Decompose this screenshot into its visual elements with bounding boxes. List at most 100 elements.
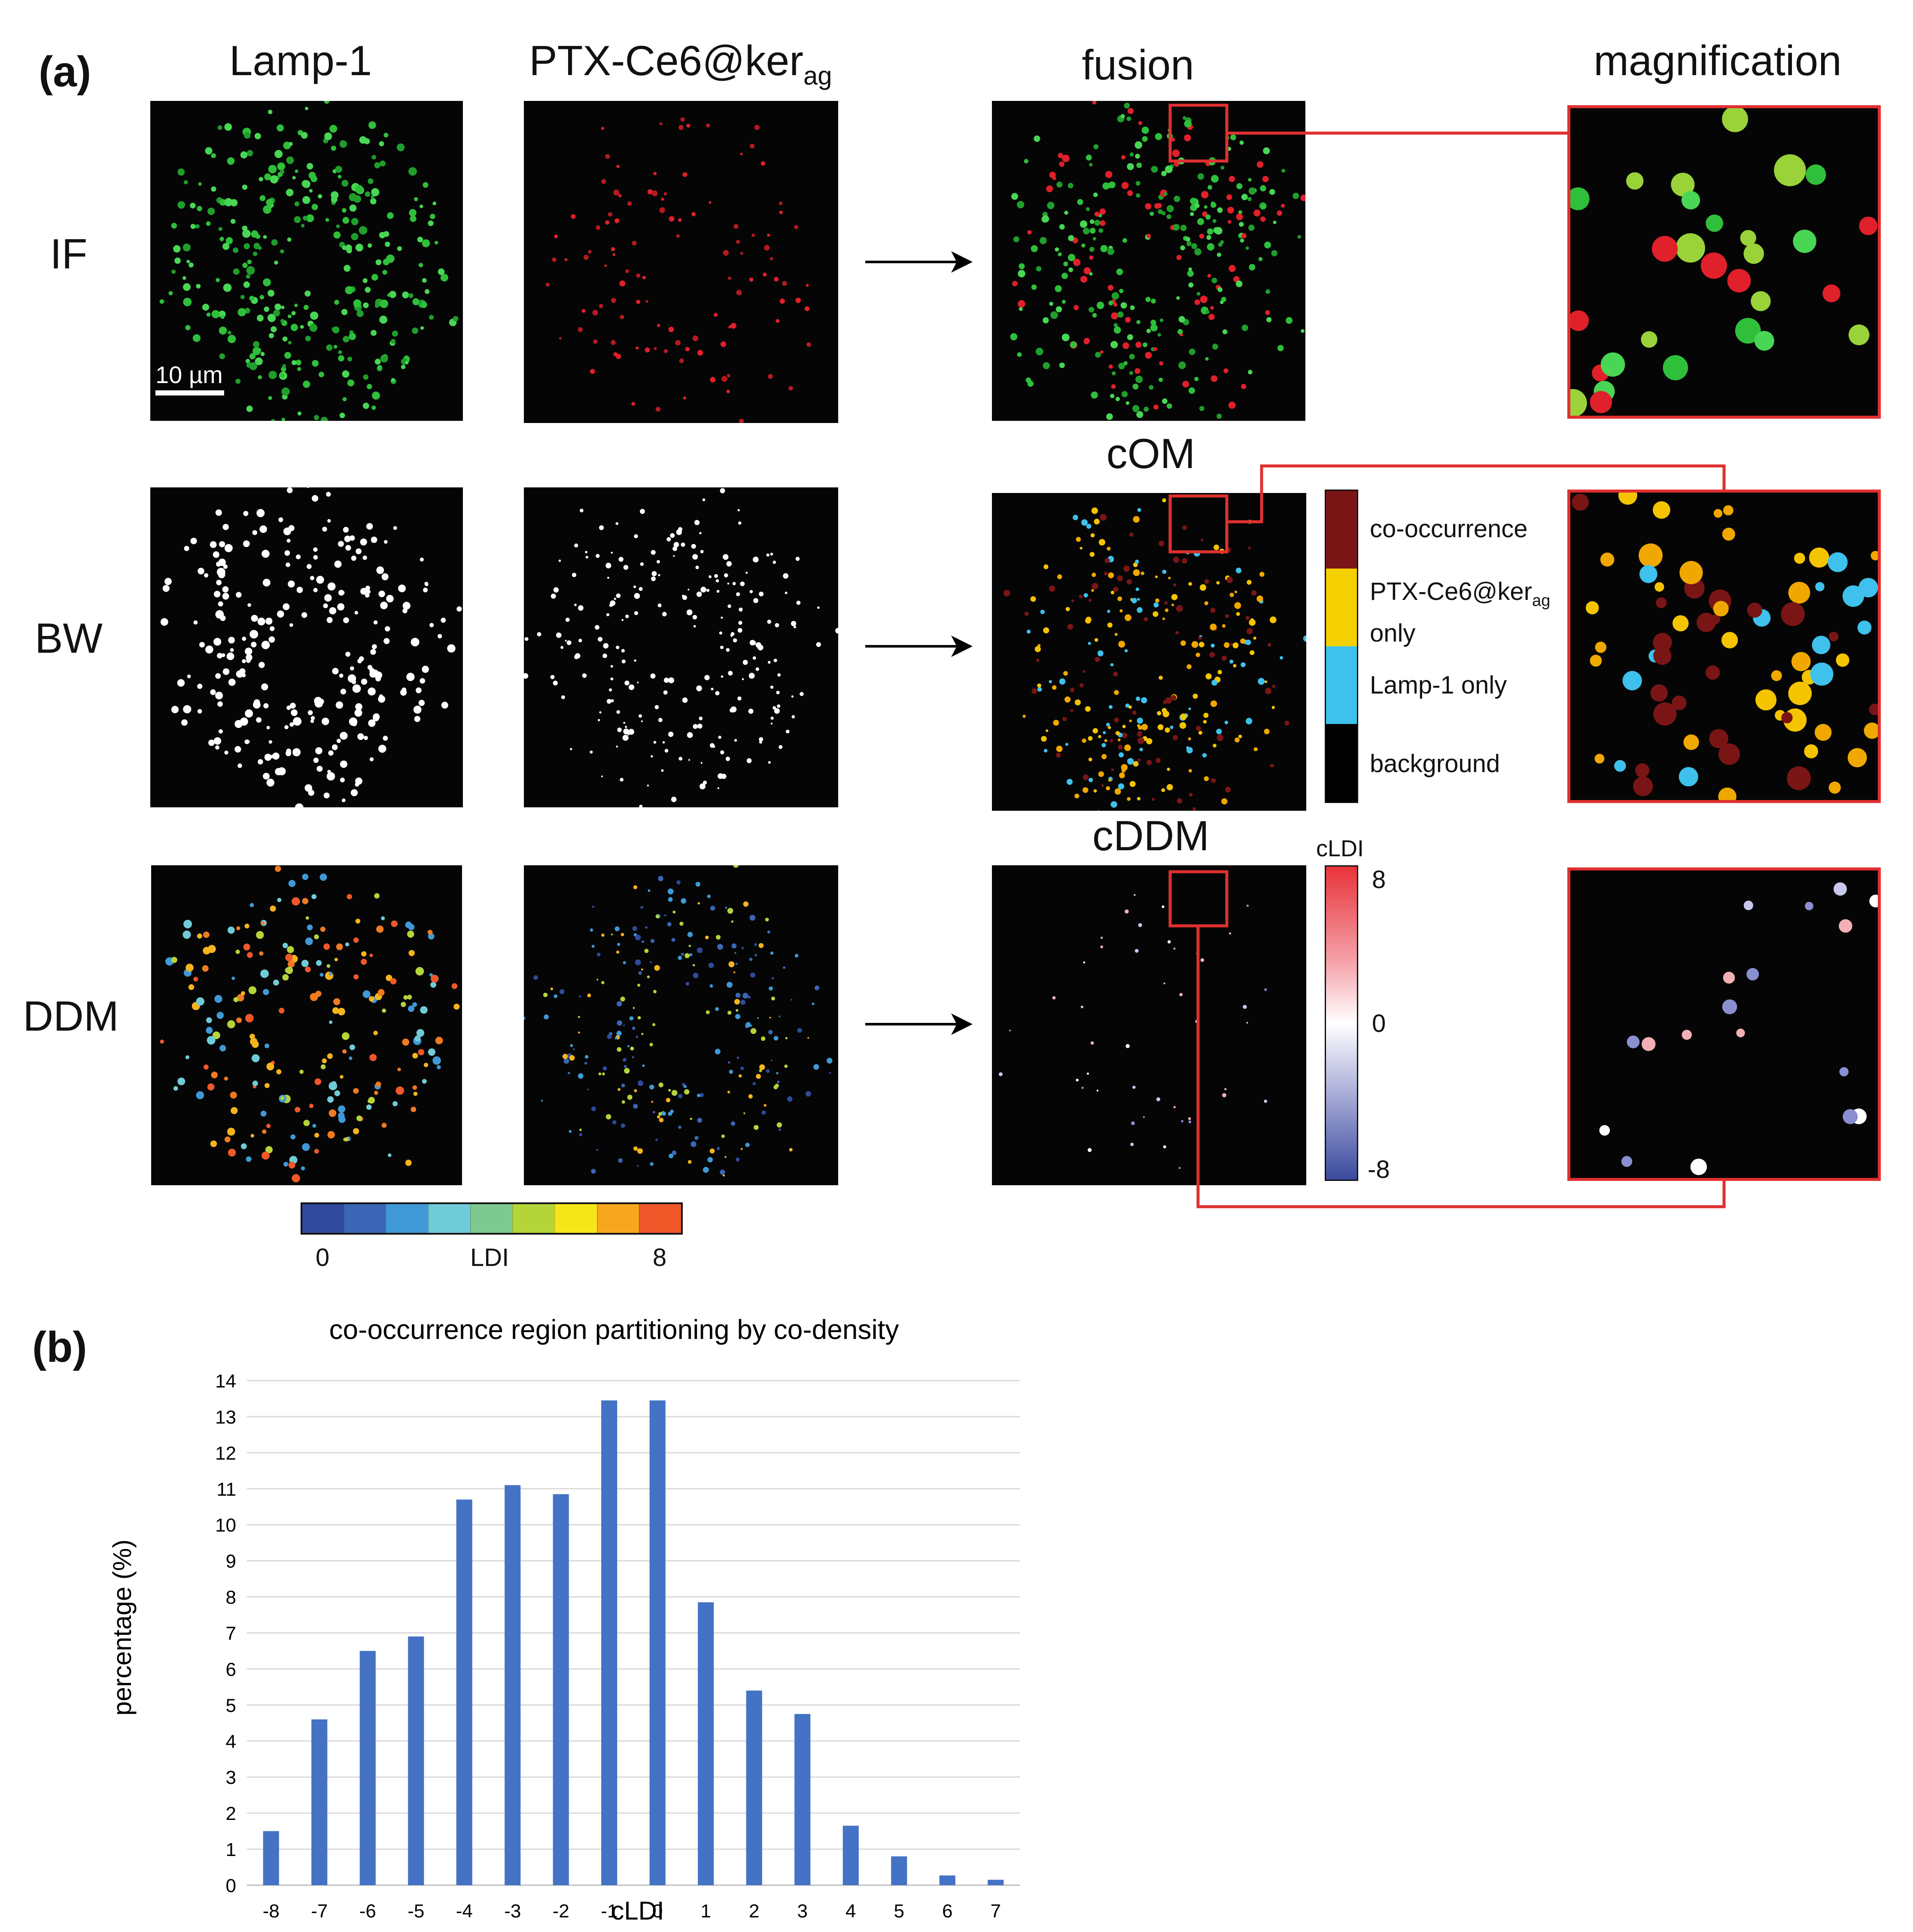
chart-title: co-occurrence region partitioning by co-… bbox=[329, 1314, 899, 1345]
x-tick-label: -7 bbox=[311, 1901, 328, 1922]
ddm-ptx-image bbox=[524, 865, 838, 1185]
y-tick-label: 2 bbox=[226, 1803, 236, 1824]
y-tick-label: 4 bbox=[226, 1731, 236, 1752]
y-tick-label: 13 bbox=[215, 1407, 236, 1428]
ptx-header-main: PTX-Ce6@ker bbox=[529, 37, 803, 84]
arrow-if bbox=[865, 251, 973, 273]
bw-ptx-image bbox=[524, 487, 838, 807]
bar--6 bbox=[359, 1651, 376, 1885]
ldi-segment bbox=[470, 1204, 513, 1233]
x-tick-label: -3 bbox=[504, 1901, 521, 1922]
chart-x-axis-label: cLDI bbox=[611, 1896, 664, 1924]
bar--1 bbox=[601, 1400, 617, 1885]
bar-3 bbox=[794, 1714, 811, 1885]
cldi-colorbar bbox=[1325, 865, 1358, 1181]
y-tick-label: 0 bbox=[226, 1875, 236, 1896]
bar-7 bbox=[988, 1880, 1004, 1885]
column-header-ptx: PTX-Ce6@kerag bbox=[520, 37, 842, 91]
bar-6 bbox=[939, 1875, 955, 1885]
if-magnification-image bbox=[1567, 105, 1881, 419]
x-tick-label: -2 bbox=[553, 1901, 569, 1922]
legend-label-lamp1-only: Lamp-1 only bbox=[1370, 671, 1507, 699]
legend-label-ptx-only: PTX-Ce6@kerag only bbox=[1370, 575, 1550, 650]
y-tick-label: 3 bbox=[226, 1767, 236, 1788]
ddm-lamp1-image bbox=[151, 865, 462, 1185]
ldi-segment bbox=[302, 1204, 344, 1233]
bar-5 bbox=[891, 1856, 907, 1885]
scale-bar-label: 10 µm bbox=[155, 361, 223, 388]
chart-bars bbox=[263, 1400, 1004, 1885]
row-header-if: IF bbox=[50, 230, 88, 277]
bw-lamp1-image bbox=[150, 487, 463, 807]
cldi-max: 8 bbox=[1372, 866, 1386, 894]
ldi-label: LDI bbox=[470, 1244, 509, 1272]
if-lamp1-image bbox=[150, 101, 463, 421]
x-tick-label: 3 bbox=[797, 1901, 808, 1922]
ldi-min: 0 bbox=[316, 1244, 330, 1272]
row-header-ddm: DDM bbox=[23, 992, 119, 1040]
row-header-bw: BW bbox=[35, 615, 103, 662]
x-tick-label: -1 bbox=[601, 1901, 617, 1922]
legend-swatch-co-occurrence bbox=[1326, 491, 1357, 569]
scale-bar-line bbox=[155, 390, 224, 396]
legend-swatch-ptx-only bbox=[1326, 569, 1357, 646]
cldi-min: -8 bbox=[1368, 1156, 1390, 1184]
com-legend-bar bbox=[1325, 490, 1358, 803]
com-magnification-image bbox=[1567, 490, 1881, 803]
y-tick-label: 14 bbox=[215, 1371, 236, 1392]
legend-swatch-background bbox=[1326, 724, 1357, 802]
column-header-lamp1: Lamp-1 bbox=[229, 37, 372, 84]
com-image bbox=[992, 493, 1306, 811]
legend-ptx-main: PTX-Ce6@ker bbox=[1370, 578, 1532, 605]
panel-a-label: (a) bbox=[39, 48, 91, 96]
bar-chart: co-occurrence region partitioning by co-… bbox=[108, 1314, 1020, 1924]
y-tick-label: 9 bbox=[226, 1551, 236, 1572]
y-tick-label: 6 bbox=[226, 1659, 236, 1680]
bar--5 bbox=[408, 1636, 424, 1885]
ldi-segment bbox=[428, 1204, 470, 1233]
y-tick-label: 7 bbox=[226, 1623, 236, 1644]
y-tick-label: 1 bbox=[226, 1839, 236, 1860]
ldi-segment bbox=[554, 1204, 597, 1233]
bar--8 bbox=[263, 1831, 279, 1885]
x-tick-label: 5 bbox=[894, 1901, 904, 1922]
bar--3 bbox=[505, 1485, 521, 1885]
x-tick-label: 6 bbox=[942, 1901, 952, 1922]
x-tick-label: -8 bbox=[263, 1901, 280, 1922]
bar-2 bbox=[746, 1690, 762, 1885]
legend-label-background: background bbox=[1370, 750, 1500, 778]
x-tick-label: -5 bbox=[408, 1901, 424, 1922]
bar--4 bbox=[456, 1499, 472, 1885]
ldi-max: 8 bbox=[653, 1244, 667, 1272]
cldi-legend-title: cLDI bbox=[1316, 836, 1364, 861]
ldi-segment bbox=[344, 1204, 386, 1233]
cddm-title: cDDM bbox=[1092, 812, 1210, 859]
chart-x-ticks: -8 -7 -6 -5 -4 -3 -2 -1 0 1 2 3 4 5 6 7 bbox=[263, 1901, 1001, 1922]
if-fusion-image bbox=[992, 101, 1305, 421]
bar-0 bbox=[649, 1400, 666, 1885]
panel-b-label: (b) bbox=[32, 1323, 87, 1371]
cldi-mid: 0 bbox=[1372, 1010, 1386, 1037]
column-header-fusion: fusion bbox=[1082, 41, 1194, 88]
arrow-bw bbox=[865, 636, 973, 657]
x-tick-label: 0 bbox=[652, 1901, 663, 1922]
y-tick-label: 8 bbox=[226, 1587, 236, 1608]
y-tick-label: 12 bbox=[215, 1443, 236, 1464]
x-tick-label: -6 bbox=[359, 1901, 376, 1922]
x-tick-label: 4 bbox=[845, 1901, 856, 1922]
x-tick-label: 2 bbox=[749, 1901, 759, 1922]
legend-swatch-lamp1-only bbox=[1326, 646, 1357, 724]
chart-y-axis-label: percentage (%) bbox=[108, 1540, 137, 1716]
ldi-segment bbox=[596, 1204, 639, 1233]
legend-ptx-suffix: only bbox=[1370, 619, 1416, 647]
bar-4 bbox=[842, 1826, 859, 1885]
x-tick-label: 7 bbox=[991, 1901, 1001, 1922]
y-tick-label: 11 bbox=[216, 1479, 236, 1500]
arrow-ddm bbox=[865, 1013, 973, 1035]
column-header-magnification: magnification bbox=[1594, 37, 1842, 84]
ldi-segment bbox=[512, 1204, 555, 1233]
y-tick-label: 5 bbox=[226, 1695, 236, 1716]
ldi-colorbar bbox=[301, 1202, 683, 1235]
bar--7 bbox=[311, 1719, 328, 1885]
legend-label-co-occurrence: co-occurrence bbox=[1370, 515, 1528, 543]
